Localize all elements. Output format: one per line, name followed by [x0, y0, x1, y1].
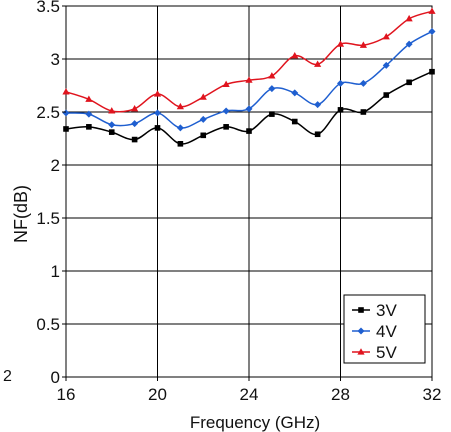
legend: 3V 4V 5V: [343, 294, 426, 364]
point-3V-17: [86, 124, 92, 130]
x-tick-label-0: 16: [57, 385, 76, 404]
y-tick-label-2: 1: [51, 262, 60, 281]
legend-marker-4V: [357, 327, 365, 335]
point-5V-18: [108, 107, 116, 114]
y-tick-label-6: 3: [51, 50, 60, 69]
legend-marker-5V: [357, 348, 365, 355]
point-4V-23: [222, 107, 230, 115]
legend-marker-3V: [358, 307, 364, 313]
point-3V-22: [200, 132, 207, 139]
point-5V-16: [62, 88, 70, 95]
point-3V-23: [223, 124, 229, 130]
stray-label: 2: [3, 368, 12, 385]
legend-label-4V: 4V: [376, 322, 397, 341]
point-5V-27: [314, 60, 322, 67]
point-3V-24: [246, 128, 252, 134]
y-axis-label: NF(dB): [11, 185, 31, 243]
point-3V-21: [177, 141, 184, 147]
point-4V-21: [176, 124, 184, 132]
point-3V-29: [360, 109, 367, 115]
point-4V-27: [314, 101, 322, 109]
x-axis-label: Frequency (GHz): [190, 413, 320, 432]
point-5V-26: [291, 52, 299, 59]
point-4V-31: [405, 40, 413, 48]
point-4V-17: [85, 110, 93, 118]
y-tick-label-5: 2.5: [36, 103, 60, 122]
point-4V-25: [268, 85, 276, 93]
point-5V-25: [268, 72, 276, 79]
point-4V-20: [154, 109, 161, 117]
point-3V-27: [314, 131, 321, 138]
x-tick-label-1: 20: [148, 385, 167, 404]
point-5V-30: [382, 32, 390, 40]
point-4V-18: [108, 121, 116, 129]
point-3V-26: [291, 118, 298, 125]
point-5V-23: [222, 80, 230, 88]
y-tick-label-7: 3.5: [36, 0, 60, 16]
series-3V: [63, 68, 435, 147]
point-5V-32: [428, 7, 436, 14]
point-4V-30: [382, 61, 390, 69]
legend-label-5V: 5V: [376, 343, 397, 362]
point-4V-26: [291, 89, 299, 97]
legend-label-3V: 3V: [376, 301, 397, 320]
point-4V-16: [62, 109, 70, 117]
series-5V: [62, 7, 436, 114]
x-tick-label-2: 24: [240, 385, 259, 404]
point-3V-28: [337, 107, 344, 113]
point-4V-24: [245, 105, 253, 113]
y-tick-labels: 0 0.5 1 1.5 2 2.5 3 3.5: [36, 0, 66, 387]
point-5V-24: [245, 76, 253, 83]
point-3V-32: [429, 68, 435, 75]
x-tick-label-3: 28: [331, 385, 350, 404]
y-tick-label-3: 1.5: [36, 209, 60, 228]
x-tick-labels: 16 20 24 28 32: [57, 377, 442, 404]
point-3V-18: [108, 129, 115, 135]
point-5V-28: [336, 40, 345, 47]
series-group: [62, 7, 436, 147]
point-3V-30: [383, 92, 390, 98]
y-tick-label-4: 2: [51, 156, 60, 175]
point-4V-32: [428, 27, 436, 35]
x-tick-label-4: 32: [423, 385, 442, 404]
point-5V-17: [85, 95, 93, 102]
point-5V-29: [359, 41, 367, 48]
point-4V-29: [359, 79, 367, 87]
point-3V-31: [406, 79, 412, 86]
point-5V-31: [405, 14, 413, 22]
point-3V-16: [63, 126, 69, 132]
y-tick-label-1: 0.5: [36, 315, 60, 334]
point-4V-19: [131, 120, 139, 128]
y-tick-label-0: 0: [51, 368, 60, 387]
point-5V-20: [153, 90, 162, 97]
series-4V: [62, 27, 436, 132]
point-3V-25: [269, 111, 275, 117]
point-5V-21: [176, 102, 184, 110]
point-5V-22: [199, 93, 207, 100]
point-4V-22: [199, 115, 207, 123]
point-4V-28: [337, 79, 344, 87]
point-3V-20: [154, 125, 161, 131]
point-5V-19: [131, 105, 139, 112]
point-3V-19: [131, 136, 138, 143]
